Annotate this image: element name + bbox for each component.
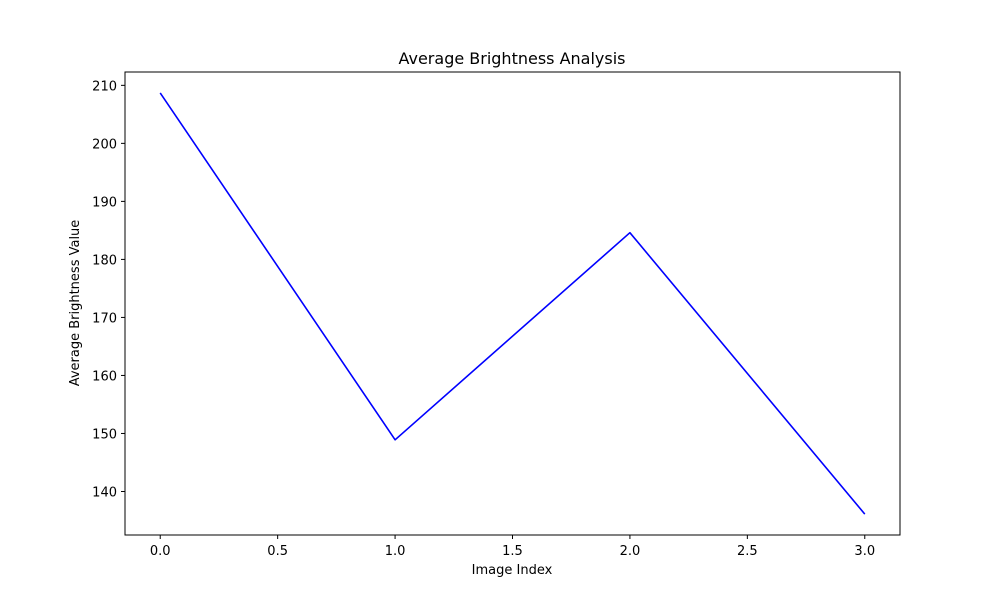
x-axis-label: Image Index bbox=[472, 563, 553, 578]
series-line-0 bbox=[159, 92, 866, 515]
y-tick-label: 140 bbox=[92, 485, 117, 500]
x-tick-label: 2.0 bbox=[620, 544, 641, 559]
y-tick-label: 190 bbox=[92, 195, 117, 210]
x-tick-label: 3.0 bbox=[854, 544, 875, 559]
plot-area: 0.0 0.5 1.0 1.5 2.0 2.5 3.0 140 150 160 170 180 190 2… bbox=[92, 71, 901, 559]
x-tick-label: 2.5 bbox=[737, 544, 758, 559]
y-tick-label: 200 bbox=[92, 137, 117, 152]
y-tick-label: 170 bbox=[92, 311, 117, 326]
plot-frame bbox=[124, 71, 901, 536]
x-tick-label: 0.5 bbox=[267, 544, 288, 559]
y-tick-label: 160 bbox=[92, 369, 117, 384]
y-tick-label: 210 bbox=[92, 79, 117, 94]
x-tick-label: 1.0 bbox=[385, 544, 406, 559]
y-tick-label: 150 bbox=[92, 427, 117, 442]
x-tick-label: 1.5 bbox=[502, 544, 523, 559]
y-tick-label: 180 bbox=[92, 253, 117, 268]
chart-title: Average Brightness Analysis bbox=[398, 49, 625, 68]
x-tick-label: 0.0 bbox=[150, 544, 171, 559]
y-axis-label: Average Brightness Value bbox=[68, 220, 83, 387]
